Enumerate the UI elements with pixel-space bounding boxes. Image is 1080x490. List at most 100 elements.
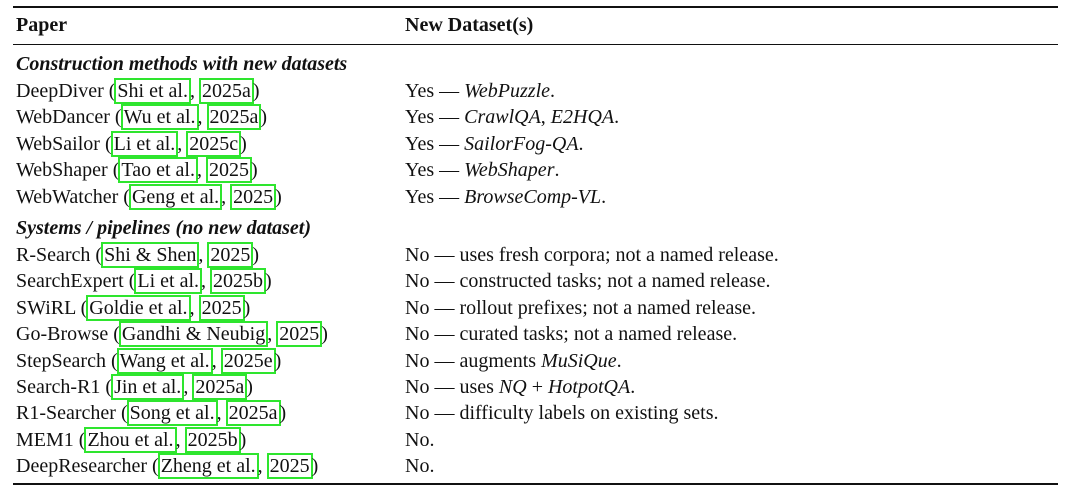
dataset-cell: No — uses NQ + HotpotQA. [405,375,635,399]
table-row: StepSearch (Wang et al., 2025e) No — augm… [0,347,1080,374]
citation-year-link[interactable]: 2025a [192,374,248,400]
citation-year-link[interactable]: 2025 [198,294,245,321]
dataset-cell: Yes — CrawlQA, E2HQA. [405,105,619,129]
citation-author-link[interactable]: Li et al. [134,268,203,295]
table-row: WebDancer (Wu et al., 2025a) Yes — CrawlQ… [0,104,1080,131]
dataset-answer: No. [405,428,435,451]
header-paper: Paper [16,14,68,36]
citation-author-link[interactable]: Jin et al. [111,374,185,400]
dataset-cell: No — rollout prefixes; not a named relea… [405,296,756,320]
citation-author-link[interactable]: Wang et al. [116,347,213,374]
citation-year-link[interactable]: 2025b [210,268,267,295]
dataset-cell: Yes — BrowseComp-VL. [405,185,606,209]
dataset-name: NQ [498,376,527,398]
dataset-cell: No — constructed tasks; not a named rele… [405,269,770,293]
paper-name: WebSailor [16,132,100,155]
paper-cell: SearchExpert (Li et al., 2025b) [16,268,272,295]
paper-name: SearchExpert [16,270,124,293]
dataset-answer: No — constructed tasks; not a named rele… [405,270,771,293]
dataset-answer: No — curated tasks; not a named release. [405,323,738,346]
dataset-tail: . [614,106,620,129]
paper-cell: R1-Searcher (Song et al., 2025a) [16,400,287,427]
dataset-answer: No. [405,455,435,478]
paper-cell: WebSailor (Li et al., 2025c) [16,130,247,157]
citation-author-link[interactable]: Gandhi & Neubig [118,321,269,348]
paper-cell: Search-R1 (Jin et al., 2025a) [16,374,253,400]
dataset-answer: No — augments [405,349,542,372]
paper-name: MEM1 [16,428,74,451]
dataset-name-secondary: E2HQA [550,106,615,129]
dataset-answer: No — difficulty labels on existing sets. [405,402,719,425]
paper-name: DeepResearcher [16,455,148,478]
citation-author-link[interactable]: Zheng et al. [157,453,259,480]
dataset-cell: No. [405,428,434,452]
citation-year-link[interactable]: 2025a [198,78,254,104]
top-rule [13,6,1058,8]
citation-year-link[interactable]: 2025 [205,157,252,184]
dataset-cell: No. [405,454,434,478]
paper-name: SWiRL [16,296,76,319]
citation-year-link[interactable]: 2025a [206,104,262,131]
paper-cell: WebShaper (Tao et al., 2025) [16,157,258,184]
dataset-tail: . [578,132,584,155]
citation-author-link[interactable]: Shi & Shen [101,242,200,268]
citation-year-link[interactable]: 2025 [276,321,323,348]
citation-author-link[interactable]: Wu et al. [120,104,199,131]
citation-author-link[interactable]: Geng et al. [128,183,223,210]
paper-cell: MEM1 (Zhou et al., 2025b) [16,426,247,453]
dataset-cell: Yes — SailorFog-QA. [405,132,584,156]
paper-name: WebDancer [16,106,110,129]
paper-cell: DeepDiver (Shi et al., 2025a) [16,78,260,104]
paper-name: StepSearch [16,349,106,372]
dataset-answer: No — uses [405,376,499,398]
paper-name: R1-Searcher [16,402,116,425]
dataset-tail: . [550,80,556,102]
citation-author-link[interactable]: Goldie et al. [86,294,191,321]
citation-year-link[interactable]: 2025c [186,130,242,157]
table-row: R-Search (Shi & Shen, 2025) No — uses fre… [0,242,1080,268]
dataset-separator: + [526,376,548,398]
dataset-tail: . [554,159,560,182]
section-title: Construction methods with new datasets [16,53,348,75]
dataset-answer: No — uses fresh corpora; not a named rel… [405,244,779,266]
dataset-answer: Yes — [405,132,465,155]
citation-year-link[interactable]: 2025 [230,183,277,210]
citation-year-link[interactable]: 2025b [184,426,241,453]
dataset-answer: Yes — [405,185,465,208]
dataset-name-secondary: HotpotQA [547,376,631,398]
citation-author-link[interactable]: Li et al. [110,130,179,157]
dataset-answer: No — rollout prefixes; not a named relea… [405,296,756,319]
table-row: DeepResearcher (Zheng et al., 2025) No. [0,453,1080,480]
dataset-cell: Yes — WebPuzzle. [405,79,555,103]
header-rule [13,44,1058,45]
dataset-cell: No — uses fresh corpora; not a named rel… [405,243,779,267]
dataset-tail: . [630,376,636,398]
dataset-answer: Yes — [405,106,465,129]
paper-name: Search-R1 [16,376,101,398]
paper-cell: DeepResearcher (Zheng et al., 2025) [16,453,319,480]
table-row: WebSailor (Li et al., 2025c) Yes — Sailor… [0,130,1080,157]
citation-author-link[interactable]: Zhou et al. [84,426,177,453]
bottom-rule [13,483,1058,485]
dataset-name: WebShaper [464,159,555,182]
dataset-answer: Yes — [405,80,465,102]
citation-author-link[interactable]: Shi et al. [114,78,191,104]
dataset-name: WebPuzzle [464,80,551,102]
table-row: DeepDiver (Shi et al., 2025a) Yes — WebPu… [0,78,1080,104]
citation-year-link[interactable]: 2025e [220,347,276,374]
section-title: Systems / pipelines (no new dataset) [16,217,311,239]
table-row: WebWatcher (Geng et al., 2025) Yes — Brow… [0,183,1080,210]
citation-author-link[interactable]: Song et al. [126,400,218,427]
dataset-name: SailorFog-QA [464,132,579,155]
dataset-tail: . [601,185,607,208]
header-new-datasets: New Dataset(s) [405,14,534,36]
paper-cell: WebDancer (Wu et al., 2025a) [16,104,268,131]
citation-year-link[interactable]: 2025a [225,400,281,427]
table-row: R1-Searcher (Song et al., 2025a) No — dif… [0,400,1080,427]
paper-cell: StepSearch (Wang et al., 2025e) [16,347,282,374]
paper-name: DeepDiver [16,80,104,102]
citation-author-link[interactable]: Tao et al. [118,157,198,184]
citation-year-link[interactable]: 2025 [266,453,313,480]
table-row: MEM1 (Zhou et al., 2025b) No. [0,426,1080,453]
citation-year-link[interactable]: 2025 [207,242,254,268]
